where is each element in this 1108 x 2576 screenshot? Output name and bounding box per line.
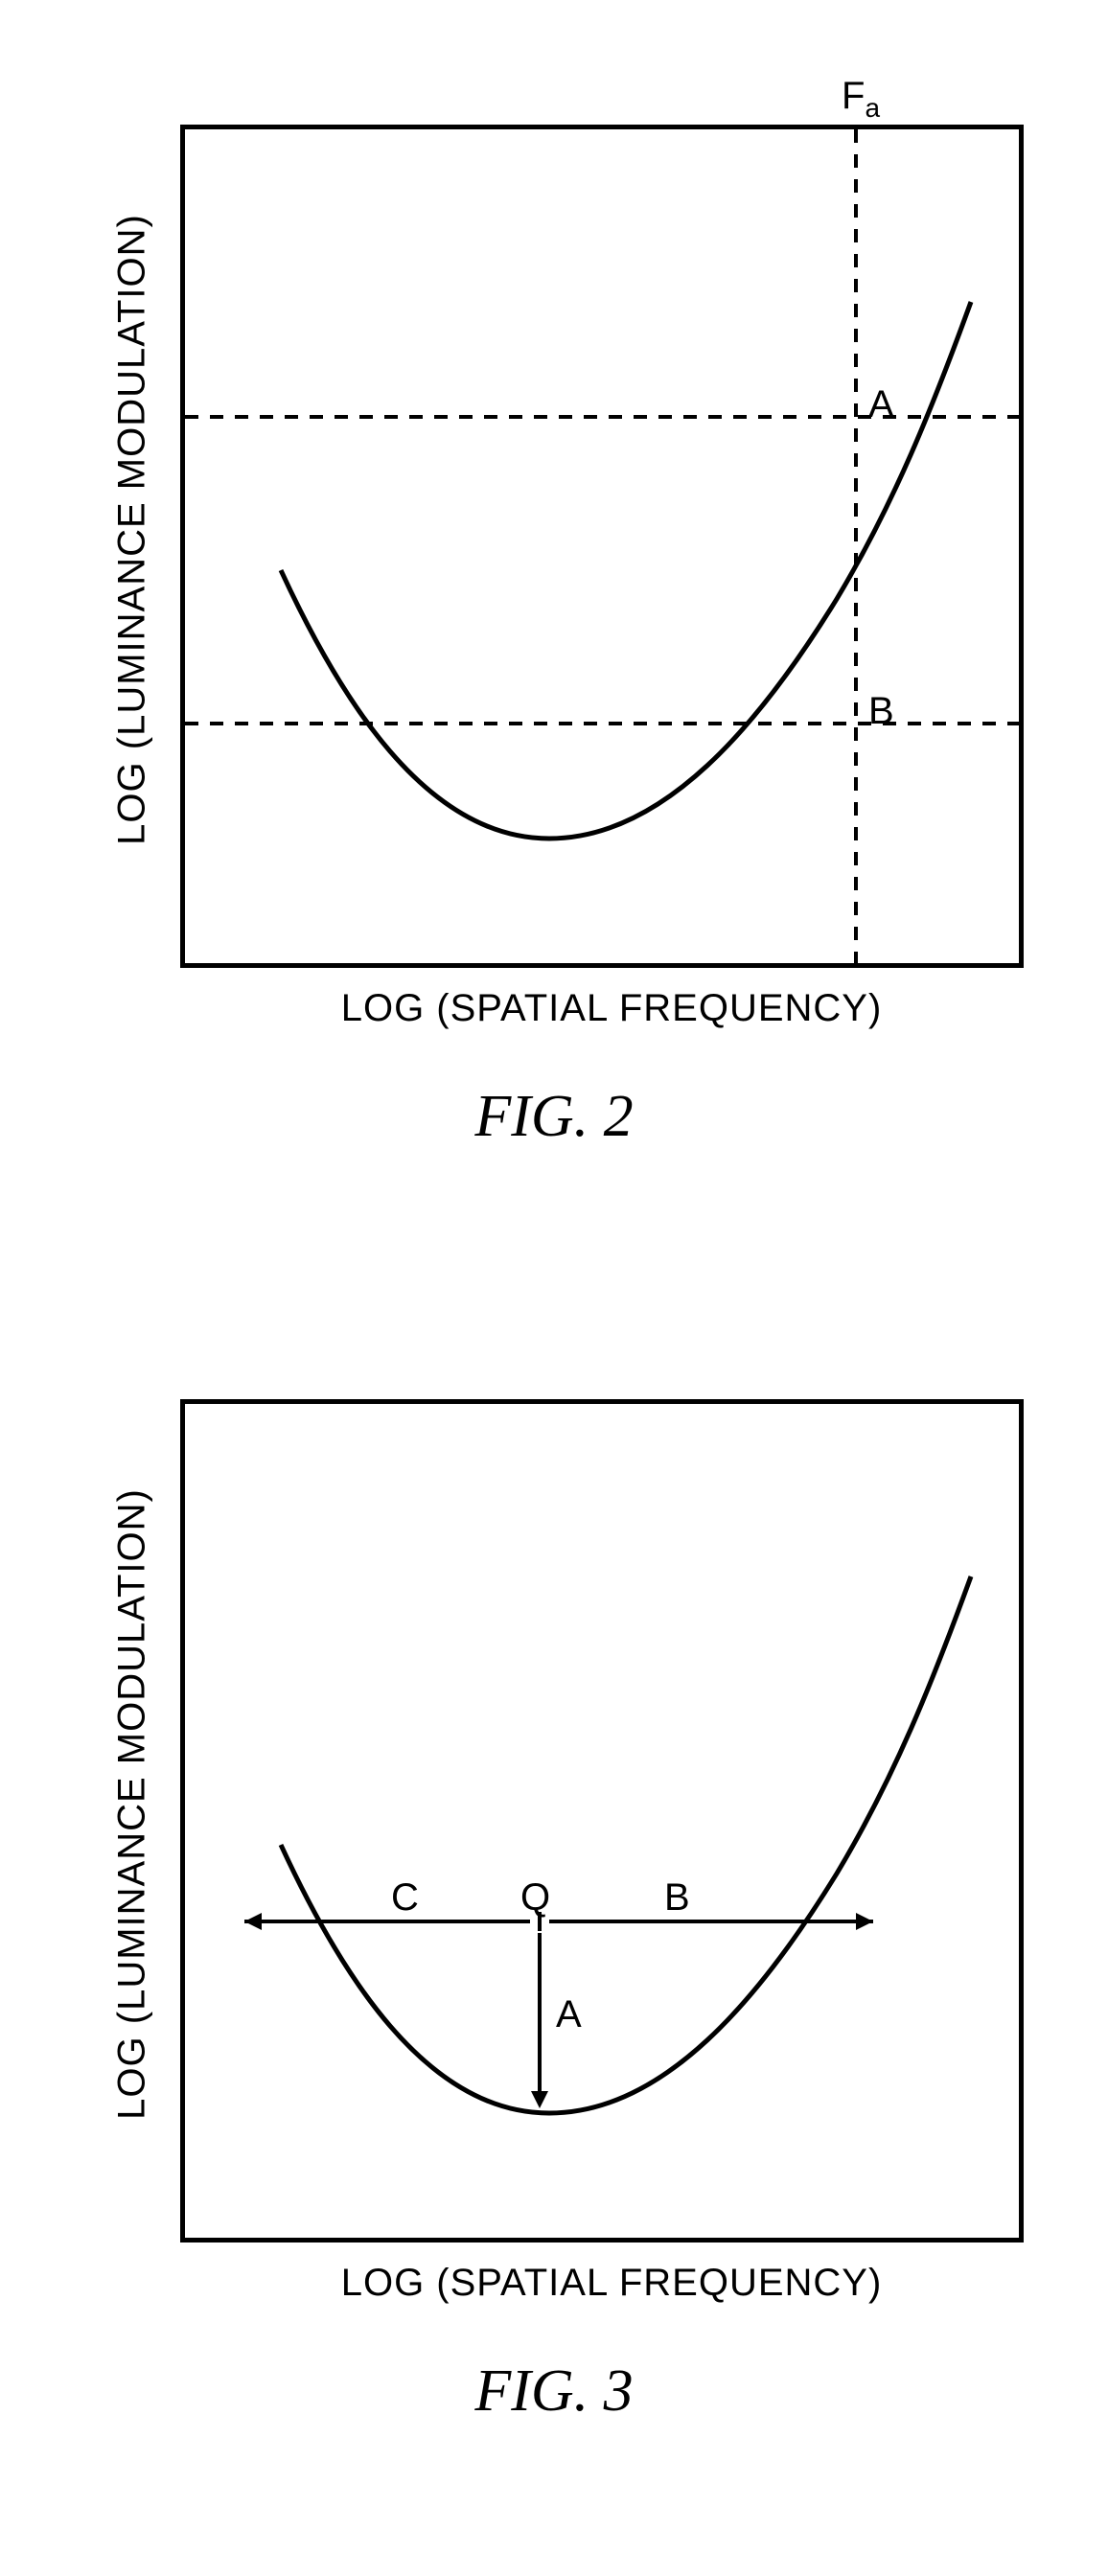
figure-3-arrow-b-head	[856, 1913, 873, 1930]
figure-2-x-axis-label: LOG (SPATIAL FREQUENCY)	[324, 987, 899, 1030]
figure-3-block: LOG (LUMINANCE MODULATION)	[0, 1342, 1108, 2426]
figure-3-arrow-a-head	[531, 2091, 548, 2108]
figure-2-curve	[281, 302, 971, 839]
figure-3-chart-area: LOG (LUMINANCE MODULATION)	[65, 1342, 1043, 2348]
figure-3-label-c: C	[391, 1876, 419, 1920]
figure-3-svg	[65, 1342, 1043, 2348]
figure-2-svg	[65, 67, 1043, 1073]
figure-3-curve	[281, 1576, 971, 2113]
figure-3-label-b: B	[664, 1876, 690, 1920]
figure-3-x-axis-label: LOG (SPATIAL FREQUENCY)	[324, 2262, 899, 2305]
figure-2-block: LOG (LUMINANCE MODULATION) Fa A B L	[0, 67, 1108, 1151]
figure-2-caption: FIG. 2	[474, 1083, 633, 1151]
figure-2-label-fa: Fa	[842, 75, 880, 124]
figure-2-label-a: A	[868, 383, 894, 426]
figure-3-label-q: Q	[520, 1876, 550, 1920]
figure-2-label-b: B	[868, 690, 894, 733]
figure-2-label-fa-text: F	[842, 75, 865, 117]
figure-3-arrow-c-head	[244, 1913, 262, 1930]
figure-3-label-a: A	[556, 1993, 582, 2036]
figure-2-chart-area: LOG (LUMINANCE MODULATION) Fa A B L	[65, 67, 1043, 1073]
figure-3-caption: FIG. 3	[474, 2358, 633, 2426]
figure-2-label-fa-sub: a	[865, 93, 880, 123]
